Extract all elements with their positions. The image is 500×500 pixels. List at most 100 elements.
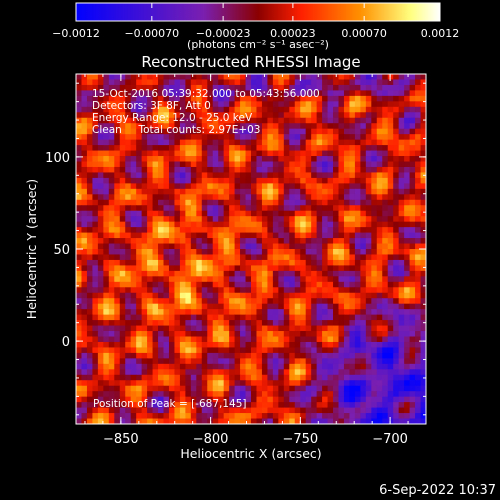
heatmap-cell [185,112,192,119]
heatmap-cell [283,363,290,370]
heatmap-cell [196,150,203,157]
heatmap-cell [251,374,257,381]
heatmap-cell [196,134,203,141]
heatmap-cell [305,369,312,376]
heatmap-cell [311,298,318,305]
heatmap-cell [147,188,153,195]
heatmap-cell [343,134,350,141]
heatmap-cell [119,281,126,288]
heatmap-cell [278,314,285,321]
heatmap-cell [261,270,268,277]
heatmap-cell [185,287,192,294]
heatmap-cell [305,232,312,239]
heatmap-cell [114,221,121,228]
heatmap-cell [289,166,296,173]
heatmap-cell [136,259,143,266]
heatmap-cell [147,74,153,80]
heatmap-cell [338,281,345,288]
heatmap-cell [398,90,405,97]
heatmap-cell [251,380,257,387]
heatmap-cell [158,205,164,212]
heatmap-cell [190,166,197,173]
heatmap-cell [207,369,214,376]
heatmap-cell [190,95,197,102]
heatmap-cell [393,117,400,124]
heatmap-cell [289,123,296,130]
heatmap-cell [190,309,197,316]
heatmap-cell [256,281,263,288]
heatmap-cell [420,232,426,239]
heatmap-cell [168,238,175,244]
heatmap-cell [393,210,400,217]
heatmap-cell [207,352,214,359]
heatmap-cell [376,139,383,146]
heatmap-cell [76,161,82,168]
heatmap-cell [119,243,126,250]
heatmap-cell [327,101,334,108]
heatmap-cell [251,325,257,332]
heatmap-cell [387,183,394,190]
heatmap-cell [158,106,164,113]
heatmap-cell [240,145,246,151]
heatmap-cell [223,95,230,102]
heatmap-cell [81,336,88,343]
heatmap-cell [234,205,241,212]
heatmap-cell [343,347,350,354]
heatmap-cell [371,396,378,403]
heatmap-cell [76,210,82,217]
heatmap-cell [409,385,416,392]
heatmap-cell [415,199,421,206]
heatmap-cell [398,265,405,272]
heatmap-cell [294,287,301,294]
heatmap-cell [152,238,159,244]
heatmap-cell [327,74,334,80]
heatmap-cell [376,358,383,365]
heatmap-cell [354,374,361,381]
heatmap-cell [371,205,378,212]
heatmap-cell [283,221,290,228]
heatmap-cell [300,205,307,212]
heatmap-cell [212,145,219,151]
heatmap-cell [409,363,416,370]
heatmap-cell [97,84,104,91]
heatmap-cell [152,276,159,283]
heatmap-cell [376,413,383,419]
heatmap-cell [267,418,274,424]
heatmap-cell [349,249,356,255]
heatmap-cell [201,331,208,337]
heatmap-cell [278,134,285,141]
heatmap-cell [289,352,296,359]
heatmap-cell [86,221,93,228]
heatmap-cell [382,320,389,326]
heatmap-cell [223,117,230,124]
heatmap-cell [240,363,246,370]
heatmap-cell [267,259,274,266]
heatmap-cell [190,199,197,206]
heatmap-cell [376,391,383,398]
heatmap-cell [365,79,372,86]
heatmap-cell [245,106,252,113]
heatmap-cell [212,183,219,190]
heatmap-cell [409,396,416,403]
heatmap-cell [218,249,225,255]
heatmap-cell [393,413,400,419]
heatmap-cell [136,314,143,321]
heatmap-cell [267,145,274,151]
heatmap-cell [103,363,110,370]
heatmap-cell [322,216,328,223]
heatmap-cell [125,380,132,387]
heatmap-cell [365,254,372,261]
heatmap-cell [393,325,400,332]
heatmap-cell [86,363,93,370]
heatmap-cell [86,292,93,299]
heatmap-cell [119,254,126,261]
heatmap-cell [81,292,88,299]
heatmap-cell [360,270,367,277]
heatmap-cell [114,407,121,414]
heatmap-cell [294,166,301,173]
heatmap-cell [261,183,268,190]
heatmap-cell [289,402,296,408]
heatmap-cell [289,259,296,266]
heatmap-cell [130,123,137,130]
heatmap-cell [415,79,421,86]
